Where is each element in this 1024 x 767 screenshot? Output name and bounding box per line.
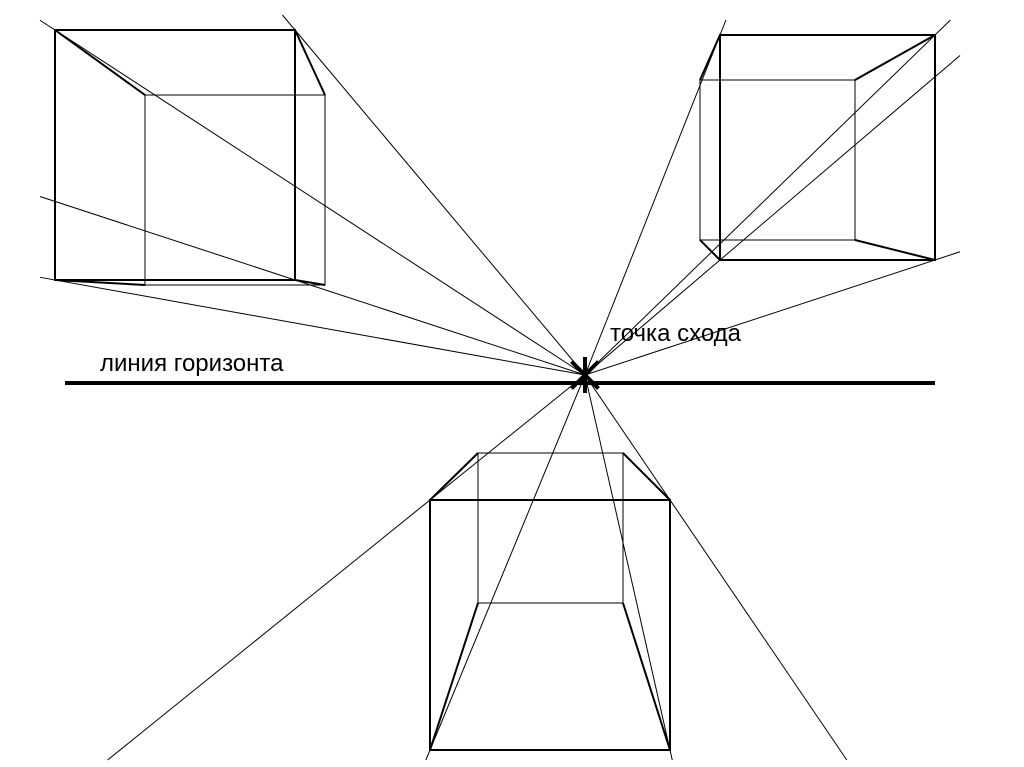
cube-right-edge-2 (855, 240, 935, 260)
cube-right-back-face (700, 80, 855, 240)
cube-left-edge-1 (295, 30, 325, 95)
cube-bottom-edge-3 (430, 603, 478, 750)
cube-left-edge-0 (55, 30, 145, 95)
horizon-label: линия горизонта (100, 350, 283, 378)
cube-left-front-face (55, 30, 295, 280)
cube-left-ray-0 (40, 20, 585, 375)
cube-bottom-ray-1 (585, 375, 847, 760)
cube-left-ray-1 (282, 15, 585, 375)
perspective-diagram (0, 0, 1024, 767)
cube-bottom-ray-3 (426, 375, 585, 760)
cube-bottom-edge-2 (623, 603, 670, 750)
cube-bottom-ray-2 (585, 375, 672, 760)
cube-right-ray-2 (585, 252, 960, 375)
cube-bottom-ray-0 (108, 375, 585, 760)
cube-bottom-edge-0 (430, 453, 478, 500)
cube-right-edge-0 (700, 35, 720, 80)
cube-left-back-face (145, 95, 325, 285)
cube-right-front-face (720, 35, 935, 260)
cube-bottom-edge-1 (623, 453, 670, 500)
cube-left-edge-2 (295, 280, 325, 285)
cube-bottom-front-face (430, 500, 670, 750)
vanishing-point-label: точка схода (610, 320, 741, 348)
cube-left-ray-2 (40, 196, 585, 375)
cube-right-edge-3 (700, 240, 720, 260)
